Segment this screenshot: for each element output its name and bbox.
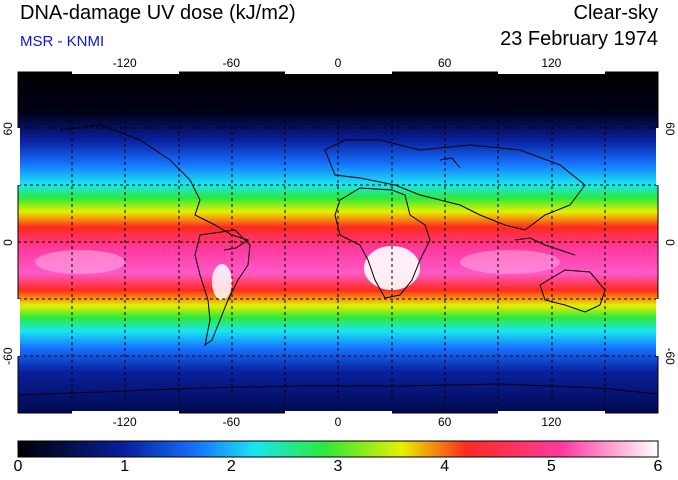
lon-tick-label-bottom: 60 [438,415,452,429]
africa-peak-area [364,246,420,290]
coastlines [18,124,658,396]
graticule [18,72,658,413]
colorbar-tick-label: 2 [226,458,236,475]
lon-tick-label-bottom: 120 [541,415,561,429]
lon-tick-label-top: -60 [223,56,241,70]
lon-tick-label-top: 120 [541,56,561,70]
colorbar-tick-label: 0 [13,458,23,475]
lon-tick-label-top: 60 [438,56,452,70]
colorbar-tick-label: 1 [120,458,130,475]
colorbar [17,440,659,458]
lat-tick-label-left: 60 [1,122,15,136]
lon-tick-label-top: -120 [113,56,137,70]
pacific-peak-area [35,250,125,274]
frame-scale-bars [17,71,659,414]
sky-condition-label: Clear-sky [573,2,658,24]
lat-tick-label-right: 60 [663,122,677,136]
lon-tick-label-top: 0 [335,56,342,70]
lat-tick-label-left: -60 [1,347,15,365]
lon-tick-label-bottom: -60 [223,415,241,429]
date-label: 23 February 1974 [500,28,658,50]
colorbar-tick-label: 6 [653,458,663,475]
lat-tick-label-right: 0 [663,239,677,246]
chart-title: DNA-damage UV dose (kJ/m2) [20,2,296,24]
source-label: MSR - KNMI [20,33,105,50]
colorbar-tick-label: 5 [546,458,556,475]
lat-tick-label-right: -60 [663,347,677,365]
lon-tick-label-bottom: 0 [335,415,342,429]
south-america-peak-area [212,264,232,300]
lon-tick-label-bottom: -120 [113,415,137,429]
lat-tick-label-left: 0 [1,239,15,246]
indian-ocean-peak-area [460,250,560,274]
colorbar-tick-label: 4 [440,458,450,475]
colorbar-tick-label: 3 [333,458,343,475]
